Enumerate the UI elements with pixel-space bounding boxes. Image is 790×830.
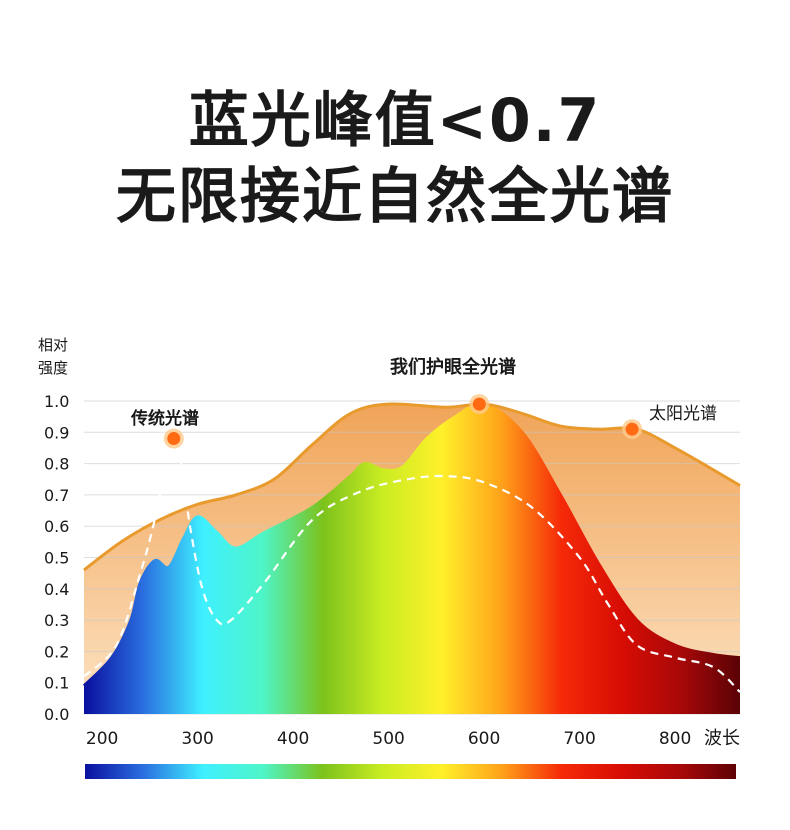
x-tick-label: 300 xyxy=(181,729,213,749)
x-tick-label: 800 xyxy=(659,729,691,749)
our-spectrum-area xyxy=(84,403,740,714)
subheadline: 无限接近自然全光谱 xyxy=(116,162,674,232)
legend-sun: 太阳光谱 xyxy=(649,404,717,424)
y-tick-label: 0.3 xyxy=(44,611,69,630)
y-axis-label-2: 强度 xyxy=(38,359,68,377)
x-tick-label: 600 xyxy=(468,729,500,749)
legend-ours: 我们护眼全光谱 xyxy=(390,356,516,378)
headline: 蓝光峰值<0.7 xyxy=(188,86,602,156)
traditional-peak-marker xyxy=(167,432,181,446)
y-axis-label-1: 相对 xyxy=(38,336,68,354)
our-spectrum-line xyxy=(82,402,741,687)
y-tick-label: 1.0 xyxy=(44,392,69,411)
x-tick-label: 500 xyxy=(372,729,404,749)
y-tick-label: 0.8 xyxy=(44,455,69,474)
y-tick-label: 0.4 xyxy=(44,580,69,599)
x-tick-label: 200 xyxy=(86,729,118,749)
x-tick-label: 700 xyxy=(563,729,595,749)
y-tick-label: 0.2 xyxy=(44,642,69,661)
y-tick-label: 0.1 xyxy=(44,674,69,693)
sun-peak-marker xyxy=(625,422,639,436)
legend-traditional: 传统光谱 xyxy=(130,408,199,429)
y-tick-label: 0.6 xyxy=(44,517,69,536)
y-tick-label: 0.7 xyxy=(44,486,69,505)
y-tick-label: 0.9 xyxy=(44,423,69,442)
x-axis-label: 波长 xyxy=(704,728,740,749)
ours-peak-marker xyxy=(472,397,486,411)
x-tick-label: 400 xyxy=(277,729,309,749)
spectrum-color-bar xyxy=(85,764,736,779)
y-tick-label: 0.5 xyxy=(44,549,69,568)
traditional-spectrum-line xyxy=(83,437,741,693)
y-tick-label: 0.0 xyxy=(44,705,69,724)
